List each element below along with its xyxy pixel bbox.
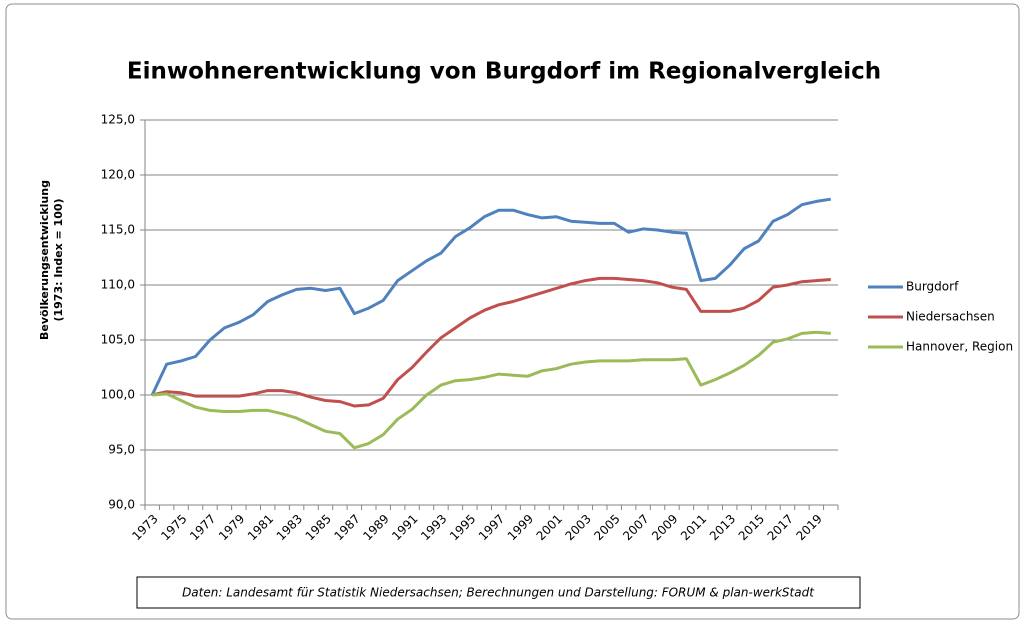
y-axis-label: Bevölkerungsentwicklung	[38, 180, 51, 340]
y-tick-label: 95,0	[108, 443, 135, 457]
y-axis-label: (1973: Index = 100)	[52, 198, 65, 321]
legend-label: Niedersachsen	[906, 310, 995, 324]
legend-label: Burgdorf	[906, 280, 959, 294]
y-tick-label: 100,0	[101, 388, 135, 402]
series-line	[152, 330, 831, 450]
y-tick-label: 110,0	[101, 278, 135, 292]
series-line	[151, 276, 831, 408]
series-line	[150, 197, 832, 396]
y-tick-label: 125,0	[101, 113, 135, 127]
y-tick-label: 90,0	[108, 498, 135, 512]
y-tick-label: 105,0	[101, 333, 135, 347]
chart-border	[5, 3, 1020, 620]
y-tick-label: 115,0	[101, 223, 135, 237]
source-box	[136, 576, 861, 609]
source-note: Daten: Landesamt für Statistik Niedersac…	[182, 586, 815, 600]
chart-title: Einwohnerentwicklung von Burgdorf im Reg…	[127, 59, 881, 85]
y-tick-label: 120,0	[101, 168, 135, 182]
legend-label: Hannover, Region	[906, 340, 1013, 354]
